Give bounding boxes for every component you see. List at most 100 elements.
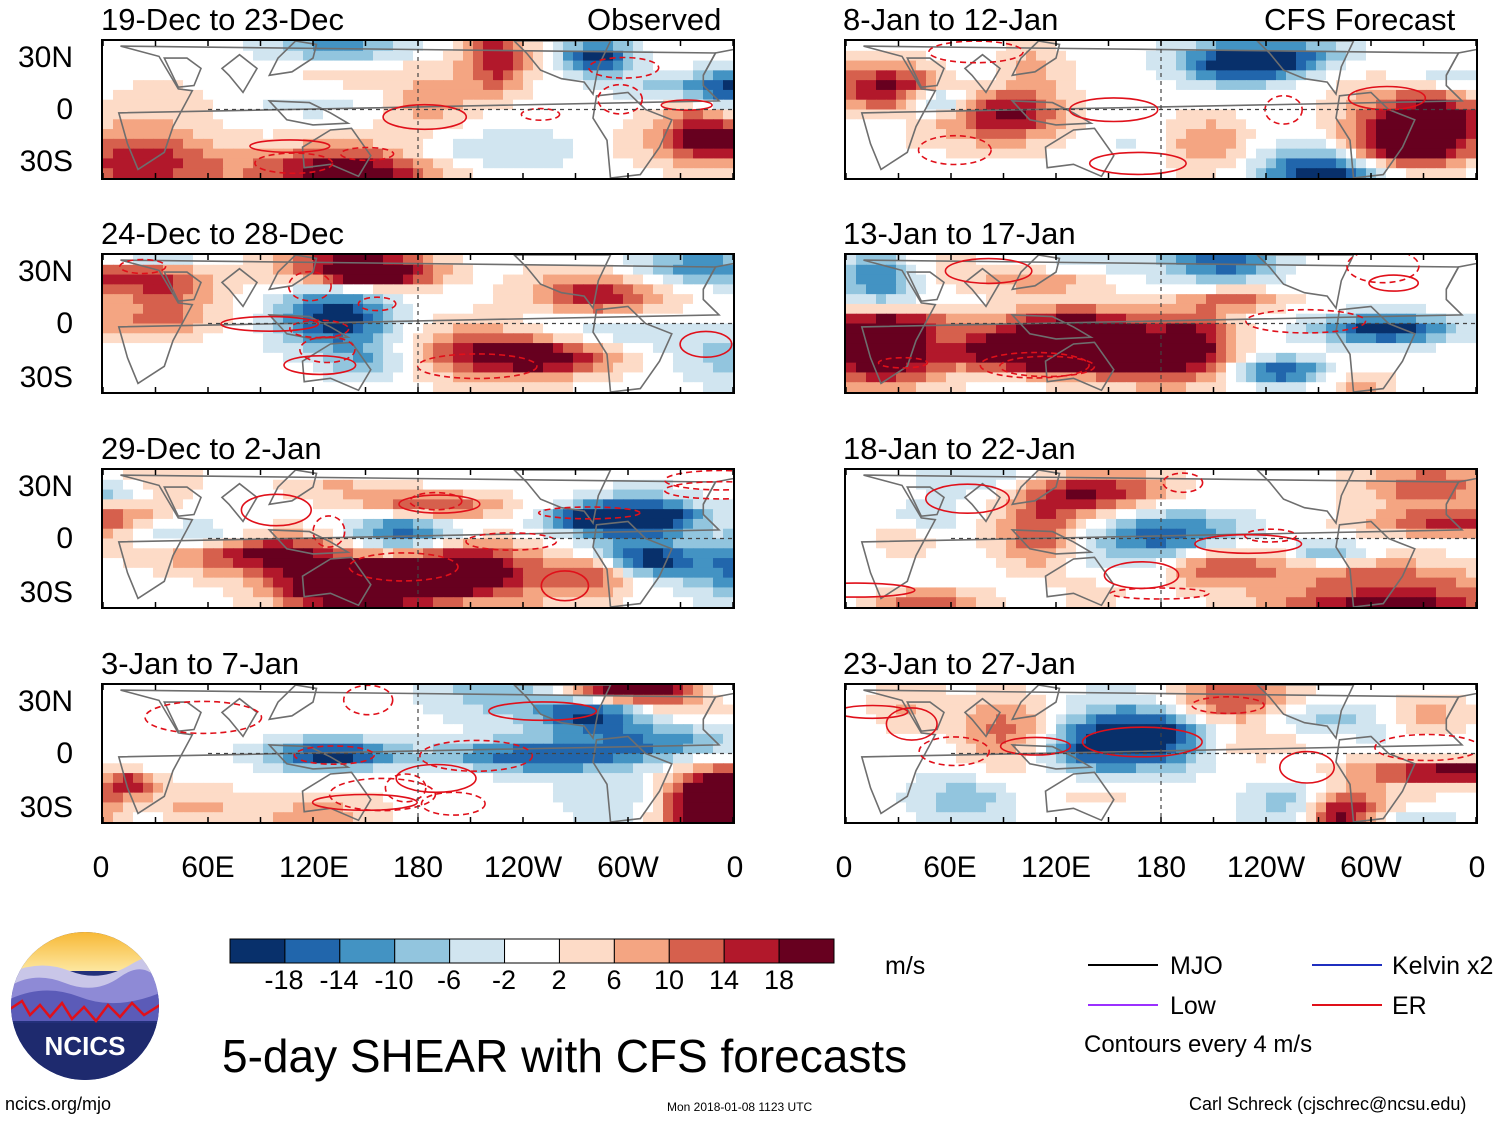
shear-cell	[1266, 284, 1277, 295]
shear-cell	[433, 470, 444, 481]
shear-cell	[603, 109, 614, 120]
shear-cell	[673, 255, 684, 266]
shear-cell	[403, 352, 414, 364]
shear-cell	[693, 558, 704, 569]
shear-cell	[233, 812, 244, 822]
shear-cell	[483, 499, 494, 510]
shear-cell	[1036, 119, 1047, 130]
shear-cell	[183, 518, 194, 530]
shear-cell	[173, 80, 184, 91]
shear-cell	[223, 587, 234, 598]
shear-cell	[353, 470, 364, 481]
shear-cell	[153, 548, 164, 559]
shear-cell	[443, 743, 454, 755]
shear-cell	[1346, 274, 1357, 285]
shear-cell	[876, 60, 887, 71]
shear-cell	[703, 148, 714, 160]
shear-cell	[423, 509, 434, 520]
shear-cell	[383, 255, 394, 266]
shear-cell	[633, 470, 644, 481]
shear-cell	[976, 274, 987, 285]
shear-cell	[113, 158, 124, 169]
shear-cell	[233, 733, 244, 745]
shear-cell	[313, 733, 324, 745]
shear-cell	[683, 50, 694, 62]
shear-cell	[443, 382, 454, 392]
shear-cell	[1456, 294, 1467, 305]
shear-cell	[473, 597, 484, 607]
shear-cell	[1346, 158, 1357, 169]
shear-cell	[253, 694, 264, 706]
shear-cell	[663, 743, 674, 755]
shear-cell	[353, 99, 364, 111]
shear-cell	[613, 284, 624, 295]
shear-cell	[1186, 264, 1197, 276]
shear-cell	[313, 158, 324, 169]
shear-cell	[663, 274, 674, 285]
shear-cell	[423, 587, 434, 598]
shear-cell	[876, 274, 887, 285]
shear-cell	[693, 597, 704, 607]
shear-cell	[113, 577, 124, 589]
shear-cell	[693, 489, 704, 500]
shear-cell	[203, 743, 214, 755]
shear-cell	[173, 489, 184, 500]
shear-cell	[663, 812, 674, 822]
shear-cell	[263, 168, 274, 178]
shear-cell	[856, 158, 867, 169]
shear-cell	[633, 99, 644, 111]
shear-cell	[213, 148, 224, 160]
panel-title-1: 19-Dec to 23-Dec	[101, 2, 344, 37]
shear-cell	[1056, 274, 1067, 285]
shear-cell	[483, 80, 494, 91]
shear-cell	[123, 294, 134, 305]
shear-cell	[926, 89, 937, 101]
shear-cell	[1226, 294, 1237, 305]
shear-cell	[1136, 284, 1147, 295]
shear-cell	[1366, 70, 1377, 81]
shear-cell	[263, 255, 274, 266]
shear-cell	[263, 362, 274, 374]
shear-cell	[673, 264, 684, 276]
shear-cell	[213, 802, 224, 813]
shear-cell	[273, 812, 284, 822]
shear-cell	[473, 558, 484, 569]
shear-cell	[693, 80, 704, 91]
shear-cell	[193, 548, 204, 559]
shear-cell	[213, 470, 224, 481]
shear-cell	[513, 343, 524, 354]
shear-cell	[593, 284, 604, 295]
shear-cell	[1326, 284, 1337, 295]
shear-cell	[593, 323, 604, 334]
shear-cell	[1296, 294, 1307, 305]
shear-cell	[493, 470, 504, 481]
shear-cell	[683, 548, 694, 559]
shear-cell	[383, 714, 394, 725]
shear-cell	[906, 80, 917, 91]
shear-cell	[1446, 264, 1457, 276]
shear-cell	[273, 362, 284, 374]
shear-cell	[1136, 70, 1147, 81]
shear-cell	[333, 80, 344, 91]
shear-cell	[143, 109, 154, 120]
shear-cell	[303, 129, 314, 140]
shear-cell	[313, 528, 324, 540]
shear-cell	[153, 138, 164, 150]
shear-cell	[966, 109, 977, 120]
ytick-0-row2: 0	[56, 307, 73, 340]
shear-cell	[373, 70, 384, 81]
er-contour	[382, 103, 468, 131]
shear-cell	[1306, 50, 1317, 62]
shear-cell	[1116, 70, 1127, 81]
shear-cell	[443, 255, 454, 266]
shear-cell	[163, 294, 174, 305]
shear-cell	[163, 362, 174, 374]
continent-outline	[117, 259, 721, 385]
shear-cell	[183, 119, 194, 130]
shear-cell	[593, 743, 604, 755]
shear-cell	[1166, 109, 1177, 120]
shear-cell	[503, 733, 514, 745]
shear-cell	[383, 587, 394, 598]
shear-cell	[183, 70, 194, 81]
shear-cell	[403, 158, 414, 169]
